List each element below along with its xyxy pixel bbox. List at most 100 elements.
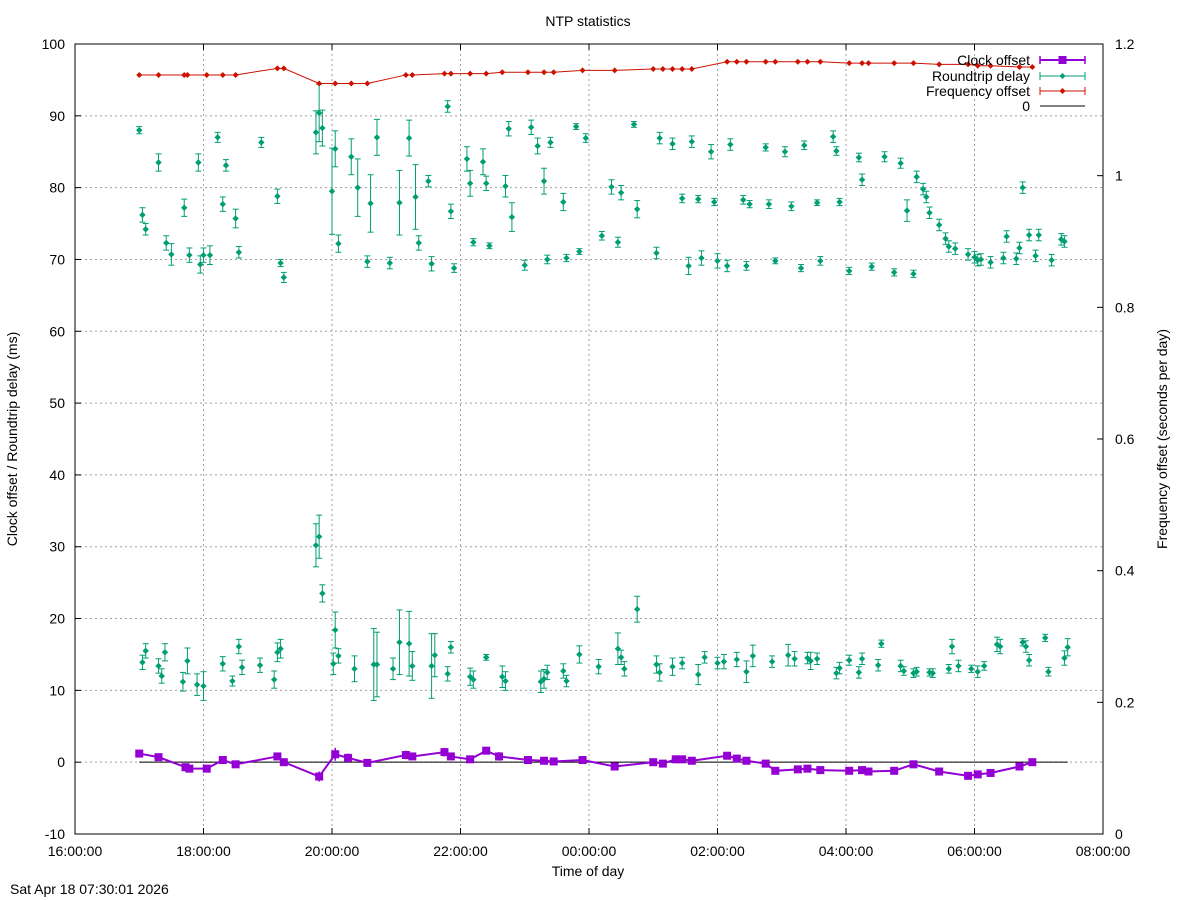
- frequency-offset-point: [724, 58, 731, 65]
- roundtrip-point: [521, 262, 528, 269]
- roundtrip-point: [784, 651, 792, 659]
- clock-offset-point: [723, 751, 732, 760]
- roundtrip-point: [846, 657, 853, 664]
- series-frequency-offset: [136, 58, 1036, 87]
- roundtrip-point: [235, 643, 243, 650]
- frequency-offset-point: [733, 58, 740, 65]
- clock-offset-point: [890, 766, 899, 775]
- frequency-offset-point: [865, 60, 872, 67]
- roundtrip-point: [277, 259, 284, 267]
- frequency-offset-point: [974, 62, 981, 69]
- frequency-offset-point: [794, 58, 801, 65]
- roundtrip-point: [136, 126, 143, 134]
- roundtrip-point: [335, 240, 342, 247]
- roundtrip-point: [797, 264, 805, 272]
- roundtrip-point: [945, 243, 952, 250]
- series-roundtrip-delay: [136, 83, 1068, 283]
- roundtrip-point: [1019, 184, 1026, 191]
- frequency-offset-point: [409, 71, 416, 78]
- roundtrip-point: [483, 654, 490, 661]
- frequency-offset-point: [804, 58, 811, 65]
- roundtrip-point: [801, 142, 808, 149]
- clock-offset-point: [273, 752, 282, 761]
- roundtrip-point: [572, 123, 580, 130]
- axis-ticks: -10 0 10 20 30 40 50 60 70 80 90 100 0 0.2 0.4 0.6 0.8 1 1…: [42, 36, 1135, 859]
- roundtrip-point: [608, 183, 615, 191]
- clock-offset-point: [803, 764, 812, 773]
- roundtrip-point: [319, 124, 326, 132]
- roundtrip-point: [195, 159, 202, 166]
- roundtrip-point: [772, 257, 779, 265]
- y-tick-label: 90: [49, 108, 65, 124]
- roundtrip-point: [280, 274, 288, 281]
- roundtrip-point: [977, 256, 985, 263]
- roundtrip-point: [206, 251, 214, 259]
- frequency-offset-point: [611, 67, 618, 74]
- x-tick-label: 02:00:00: [690, 843, 745, 859]
- roundtrip-point: [942, 235, 949, 242]
- roundtrip-point: [765, 200, 773, 208]
- roundtrip-point: [855, 154, 863, 161]
- roundtrip-point: [617, 654, 625, 661]
- roundtrip-point: [929, 669, 936, 677]
- plot-data: [135, 58, 1071, 782]
- roundtrip-point: [743, 262, 750, 270]
- clock-offset-point: [495, 752, 504, 761]
- roundtrip-point: [598, 232, 606, 239]
- roundtrip-point: [846, 267, 853, 275]
- roundtrip-point: [836, 664, 843, 672]
- roundtrip-point: [768, 658, 776, 665]
- roundtrip-point: [874, 662, 882, 669]
- roundtrip-point: [258, 139, 265, 146]
- x-tick-label: 00:00:00: [562, 843, 617, 859]
- clock-offset-point: [523, 756, 532, 765]
- roundtrip-point: [980, 662, 988, 670]
- roundtrip-point: [405, 134, 413, 142]
- y-axis-label: Clock offset / Roundtrip delay (ms): [4, 332, 20, 547]
- roundtrip-point: [479, 158, 487, 165]
- roundtrip-point: [470, 676, 477, 683]
- roundtrip-point: [235, 249, 243, 256]
- clock-offset-point: [658, 759, 667, 768]
- roundtrip-point: [955, 662, 962, 670]
- roundtrip-point: [897, 662, 904, 670]
- y-tick-label: 20: [49, 611, 65, 627]
- clock-offset-point: [466, 755, 475, 764]
- roundtrip-point: [910, 669, 917, 677]
- roundtrip-point: [1048, 256, 1055, 264]
- roundtrip-point: [486, 242, 493, 250]
- roundtrip-point: [139, 659, 146, 666]
- roundtrip-point: [405, 640, 413, 647]
- roundtrip-point: [328, 188, 336, 195]
- roundtrip-point: [685, 262, 692, 270]
- legend-marker-clock-offset: [1058, 56, 1067, 64]
- clock-offset-point: [678, 755, 687, 764]
- roundtrip-point: [788, 203, 795, 210]
- roundtrip-point: [470, 239, 477, 246]
- roundtrip-point: [315, 533, 323, 540]
- frequency-offset-point: [316, 80, 323, 87]
- roundtrip-point: [813, 655, 821, 662]
- y-tick-label: 50: [49, 395, 65, 411]
- clock-offset-point: [935, 767, 944, 776]
- roundtrip-point: [364, 258, 371, 265]
- roundtrip-point: [653, 661, 660, 668]
- roundtrip-point: [155, 159, 162, 166]
- clock-offset-point: [864, 767, 873, 776]
- roundtrip-point: [707, 148, 715, 155]
- chart-title: NTP statistics: [545, 13, 630, 29]
- roundtrip-point: [913, 668, 920, 675]
- roundtrip-point: [348, 153, 355, 160]
- roundtrip-point: [923, 193, 930, 201]
- x-axis-label: Time of day: [552, 863, 625, 879]
- frequency-offset-point: [441, 70, 448, 77]
- frequency-offset-point: [762, 58, 769, 65]
- clock-offset-point: [973, 770, 982, 779]
- roundtrip-point: [1003, 233, 1010, 240]
- roundtrip-point: [560, 198, 567, 206]
- roundtrip-point: [499, 673, 506, 680]
- roundtrip-point: [714, 257, 721, 265]
- roundtrip-point: [256, 662, 264, 669]
- roundtrip-point: [746, 200, 753, 208]
